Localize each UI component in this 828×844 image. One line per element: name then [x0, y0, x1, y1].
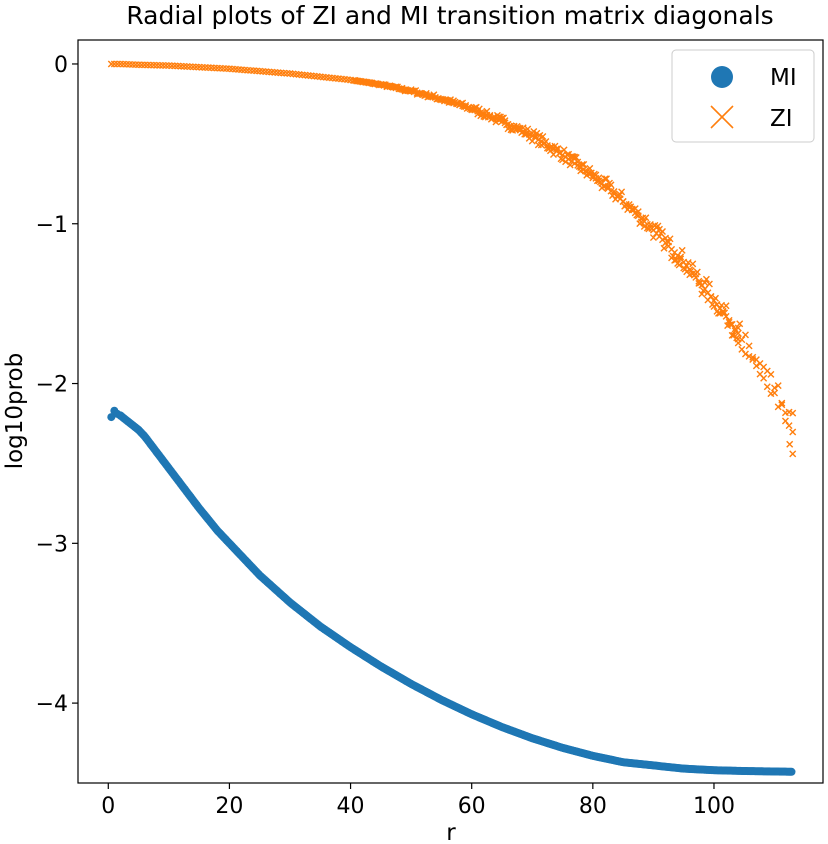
- legend-zi-label: ZI: [770, 106, 793, 132]
- zi-point: [771, 384, 779, 392]
- zi-point: [778, 401, 786, 409]
- y-axis-label: log10prob: [2, 353, 28, 470]
- y-tick-label: −1: [36, 213, 68, 238]
- zi-point: [789, 428, 797, 436]
- zi-point: [734, 329, 742, 337]
- y-tick-label: −3: [36, 532, 68, 557]
- zi-point: [786, 440, 794, 448]
- zi-point: [618, 188, 626, 196]
- zi-point: [763, 383, 771, 391]
- zi-point: [649, 234, 657, 242]
- zi-point: [771, 389, 779, 397]
- zi-point: [578, 160, 586, 168]
- zi-point: [728, 331, 736, 339]
- x-axis-label: r: [446, 820, 456, 844]
- zi-point: [711, 294, 719, 302]
- series-mi: [107, 406, 796, 776]
- legend-box: [671, 49, 815, 143]
- zi-point: [658, 227, 666, 235]
- zi-point: [785, 422, 793, 430]
- zi-point: [760, 374, 768, 382]
- y-tick-label: −4: [36, 692, 68, 717]
- zi-point: [728, 320, 736, 328]
- zi-point: [774, 382, 782, 390]
- zi-point: [693, 268, 701, 276]
- x-tick-label: 20: [215, 794, 243, 819]
- zi-point: [789, 409, 797, 417]
- zi-point: [749, 353, 757, 361]
- legend-mi-marker: [711, 66, 733, 88]
- zi-point: [580, 160, 588, 168]
- zi-point: [595, 174, 603, 182]
- zi-point: [666, 235, 674, 243]
- zi-point: [483, 107, 491, 115]
- zi-point: [539, 132, 547, 140]
- zi-point: [736, 320, 744, 328]
- legend-mi-label: MI: [770, 65, 797, 91]
- zi-point: [586, 164, 594, 172]
- zi-point: [678, 246, 686, 254]
- legend-zi-marker: [710, 105, 734, 129]
- x-tick-label: 0: [101, 794, 115, 819]
- zi-point: [542, 138, 550, 146]
- zi-point: [734, 324, 742, 332]
- zi-point: [738, 336, 746, 344]
- zi-point: [702, 275, 710, 283]
- data-layer: [107, 60, 797, 776]
- mi-point: [787, 767, 796, 776]
- zi-point: [689, 260, 697, 268]
- tick-layer: 0 20 40 60 80 100 0 −1 −2 −3 −4: [36, 53, 735, 819]
- y-tick-label: −2: [36, 373, 68, 398]
- legend: MI ZI: [671, 49, 815, 143]
- zi-point: [607, 181, 615, 189]
- zi-point: [745, 342, 753, 350]
- zi-point: [721, 309, 729, 317]
- zi-point: [767, 370, 775, 378]
- zi-point: [574, 158, 582, 166]
- zi-point: [634, 208, 642, 216]
- zi-point: [602, 175, 610, 183]
- series-zi: [107, 60, 797, 458]
- zi-point: [675, 261, 683, 269]
- y-tick-label: 0: [54, 53, 68, 78]
- zi-point: [789, 450, 797, 458]
- zi-point: [554, 145, 562, 153]
- zi-point: [571, 153, 579, 161]
- plot-frame: [77, 39, 824, 784]
- x-tick-label: 60: [458, 794, 486, 819]
- zi-point: [778, 399, 786, 407]
- zi-point: [642, 214, 650, 222]
- zi-point: [572, 153, 580, 161]
- zi-point: [705, 280, 713, 288]
- x-tick-label: 100: [693, 794, 735, 819]
- zi-point: [741, 331, 749, 339]
- zi-point: [741, 350, 749, 358]
- zi-point: [722, 302, 730, 310]
- x-tick-label: 40: [337, 794, 365, 819]
- zi-point: [553, 145, 560, 153]
- zi-point: [752, 362, 760, 370]
- zi-point: [524, 125, 532, 133]
- x-tick-label: 80: [579, 794, 607, 819]
- chart-title: Radial plots of ZI and MI transition mat…: [126, 1, 773, 30]
- zi-point: [566, 161, 574, 169]
- mi-point: [107, 413, 116, 422]
- zi-point: [677, 253, 685, 261]
- zi-point: [660, 244, 668, 252]
